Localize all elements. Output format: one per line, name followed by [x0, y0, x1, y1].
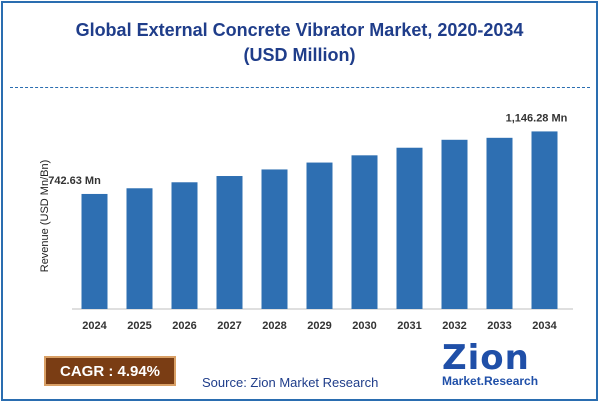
bar-2029 — [306, 162, 333, 309]
x-tick-label-2027: 2027 — [217, 320, 241, 332]
x-tick-label-2029: 2029 — [307, 320, 331, 332]
chart-title: Global External Concrete Vibrator Market… — [0, 18, 599, 68]
bar-2030 — [351, 155, 378, 309]
logo-word: Zion — [442, 338, 530, 378]
bar-2024 — [81, 193, 108, 309]
title-divider — [10, 87, 590, 88]
logo-subtitle: Market.Research — [442, 374, 539, 388]
chart-title-line1: Global External Concrete Vibrator Market… — [75, 20, 524, 40]
cagr-badge: CAGR : 4.94% — [44, 356, 176, 386]
x-tick-label-2033: 2033 — [487, 320, 511, 332]
bar-2031 — [396, 147, 423, 309]
chart-title-line2: (USD Million) — [243, 45, 356, 65]
bar-2034 — [531, 131, 558, 309]
zion-logo: Zion Market.Research — [436, 338, 560, 390]
x-tick-label-2028: 2028 — [262, 320, 286, 332]
bar-2026 — [171, 182, 198, 309]
bar-2033 — [486, 137, 513, 309]
bars-group: 2024 742.63 Mn 2025 2026 2027 2028 2029 2030 203… — [48, 112, 573, 332]
bar-2028 — [261, 169, 288, 309]
data-label-first: 742.63 Mn — [48, 175, 101, 187]
x-tick-label-2034: 2034 — [532, 320, 557, 332]
bar-2032 — [441, 139, 468, 309]
x-tick-label-2032: 2032 — [442, 320, 466, 332]
x-tick-label-2030: 2030 — [352, 320, 376, 332]
bar-2027 — [216, 176, 243, 309]
x-tick-label-2031: 2031 — [397, 320, 421, 332]
x-tick-label-2026: 2026 — [172, 320, 196, 332]
bar-2025 — [126, 188, 153, 309]
x-tick-label-2024: 2024 — [82, 320, 107, 332]
x-tick-label-2025: 2025 — [127, 320, 151, 332]
data-label-last: 1,146.28 Mn — [506, 112, 568, 124]
source-note: Source: Zion Market Research — [202, 375, 379, 390]
